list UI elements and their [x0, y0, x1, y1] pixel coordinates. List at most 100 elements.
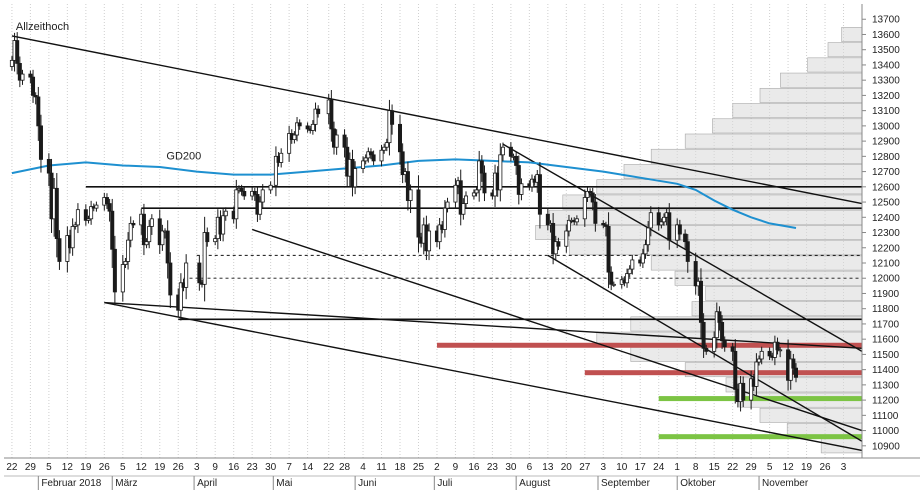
- candle-body: [720, 322, 725, 342]
- x-tick-label: 17: [635, 462, 647, 473]
- candle-body: [120, 264, 125, 293]
- candle-body: [704, 347, 709, 352]
- candle-body: [590, 192, 595, 203]
- x-tick-label: 12: [62, 462, 74, 473]
- x-tick-label: 7: [286, 462, 292, 473]
- candle-body: [94, 204, 99, 209]
- y-tick-label: 11700: [872, 319, 900, 330]
- candle-body: [123, 261, 128, 265]
- candle-body: [519, 183, 524, 195]
- candle-body: [287, 133, 292, 154]
- candle-body: [184, 262, 189, 288]
- x-tick-label: 30: [265, 462, 277, 473]
- y-tick-label: 11100: [872, 411, 899, 422]
- y-tick-label: 11500: [872, 350, 900, 361]
- candle-body: [28, 73, 33, 78]
- x-tick-label: 30: [505, 462, 517, 473]
- green-zone: [658, 396, 862, 402]
- candle-body: [477, 160, 482, 191]
- x-tick-label: 22: [727, 462, 739, 473]
- candle-body: [593, 201, 598, 224]
- price-zones: [436, 342, 862, 440]
- x-tick-label: 12: [783, 462, 795, 473]
- volume-profile-bar: [562, 194, 863, 210]
- candle-body: [714, 311, 719, 339]
- candle-body: [112, 248, 117, 293]
- candle-body: [643, 244, 648, 255]
- candle-body: [239, 187, 244, 192]
- candle-body: [17, 63, 22, 81]
- candle-body: [313, 108, 318, 125]
- x-axis: 22 29 5 12 19 26 5 12 19 26 3 9 16 23 30 7 14 22 28 4 11 18 25…: [4, 457, 920, 490]
- y-tick-label: 12300: [872, 228, 900, 239]
- x-tick-label: 6: [527, 462, 533, 473]
- y-tick-label: 13100: [872, 106, 900, 117]
- candle-body: [252, 190, 257, 195]
- y-tick-label: 12100: [872, 258, 900, 269]
- candle-body: [86, 218, 91, 221]
- candle-body: [75, 209, 80, 226]
- volume-profile-bar: [623, 164, 863, 180]
- candle-body: [149, 218, 154, 227]
- candle-body: [83, 209, 88, 221]
- candle-body: [741, 382, 746, 401]
- x-tick-label: 22: [6, 462, 18, 473]
- y-tick-label: 13200: [872, 91, 900, 102]
- candle-body: [537, 174, 542, 215]
- candle-body: [353, 168, 358, 188]
- x-tick-label: 24: [653, 462, 665, 473]
- candle-body: [733, 350, 738, 390]
- candle-body: [788, 358, 793, 381]
- candle-body: [397, 123, 402, 153]
- annotation-label: Allzeithoch: [16, 21, 69, 33]
- candle-body: [551, 222, 556, 255]
- candle-body: [202, 232, 207, 285]
- volume-profile-bar: [535, 225, 863, 240]
- volume-profile-bar: [684, 133, 863, 149]
- candle-body: [371, 154, 376, 162]
- candle-body: [479, 160, 484, 174]
- y-tick-label: 12700: [872, 167, 900, 178]
- candle-body: [640, 253, 645, 264]
- candle-body: [545, 213, 550, 226]
- volume-profile-bar: [650, 148, 863, 164]
- candle-body: [260, 189, 265, 203]
- candle-body: [442, 207, 447, 230]
- volume-profile-bar: [759, 87, 863, 103]
- x-tick-label: 28: [339, 462, 351, 473]
- volume-profile-bar: [780, 72, 863, 88]
- candle-body: [611, 283, 616, 286]
- candle-body: [791, 358, 796, 369]
- candle-body: [601, 222, 606, 226]
- candle-body: [603, 224, 608, 227]
- x-tick-label: 11: [376, 462, 387, 473]
- x-tick-label: 1: [674, 462, 680, 473]
- candle-body: [498, 154, 503, 191]
- candle-body: [794, 367, 799, 378]
- volume-profile-bar: [725, 377, 863, 393]
- candle-body: [46, 158, 51, 174]
- candle-body: [141, 213, 146, 246]
- red-zone: [584, 370, 862, 376]
- candle-body: [717, 311, 722, 323]
- candle-body: [461, 203, 466, 215]
- candle-body: [316, 108, 321, 115]
- candle-body: [126, 239, 131, 262]
- y-tick-label: 12900: [872, 137, 900, 148]
- x-tick-label: 14: [302, 462, 314, 473]
- y-tick-label: 13300: [872, 76, 900, 87]
- x-tick-label: 8: [693, 462, 699, 473]
- y-tick-label: 13500: [872, 45, 900, 56]
- volume-profile-bar: [827, 42, 863, 58]
- candle-body: [767, 350, 772, 357]
- candle-body: [630, 259, 635, 270]
- candle-body: [110, 210, 115, 250]
- candle-body: [427, 230, 432, 252]
- volume-profile-bar: [807, 57, 863, 73]
- candle-body: [384, 142, 389, 148]
- x-tick-label: 4: [360, 462, 366, 473]
- x-tick-label: 26: [819, 462, 831, 473]
- y-tick-label: 12200: [872, 243, 900, 254]
- candle-body: [38, 125, 43, 160]
- candle-body: [574, 218, 579, 223]
